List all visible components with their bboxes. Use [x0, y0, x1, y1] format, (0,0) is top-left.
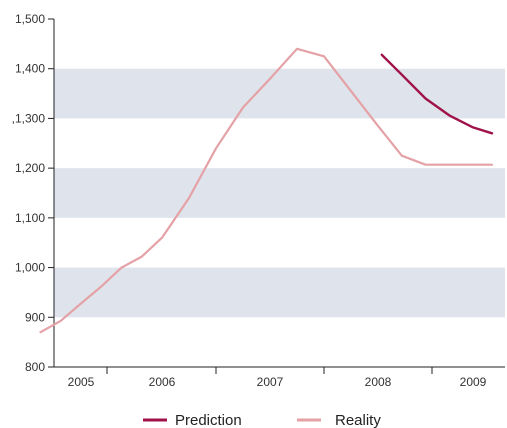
grid-band [54, 168, 505, 218]
y-tick-label: 800 [25, 360, 45, 374]
y-tick-label: 1,000 [15, 261, 45, 275]
y-tick-label: 1,400 [15, 62, 45, 76]
x-tick-label: 2009 [460, 375, 487, 389]
legend: Prediction Reality [143, 412, 381, 428]
grid-bands [54, 68, 505, 318]
y-tick-label: 900 [25, 310, 45, 324]
y-tick-label: 1,100 [15, 211, 45, 225]
legend-label-prediction: Prediction [175, 412, 242, 428]
y-tick-label: 1,500 [15, 12, 45, 26]
x-tick-label: 2008 [365, 375, 392, 389]
x-tick-label: 2005 [68, 375, 95, 389]
series-line-prediction [380, 53, 494, 135]
series-lines [39, 47, 494, 334]
grid-band [54, 267, 505, 318]
y-axis-ticks: 800 900 1,000 1,100 1,200 ,1,300 1,400 1,500 [12, 12, 54, 374]
legend-label-reality: Reality [335, 412, 381, 428]
axes [53, 19, 505, 368]
x-axis-ticks: 2005 2006 2007 2008 2009 [68, 367, 487, 389]
x-tick-label: 2007 [257, 375, 284, 389]
grid-band [54, 68, 505, 119]
x-tick-label: 2006 [149, 375, 176, 389]
series-line-reality [39, 47, 494, 334]
y-tick-label: 1,200 [15, 161, 45, 175]
y-tick-label: ,1,300 [12, 111, 46, 125]
